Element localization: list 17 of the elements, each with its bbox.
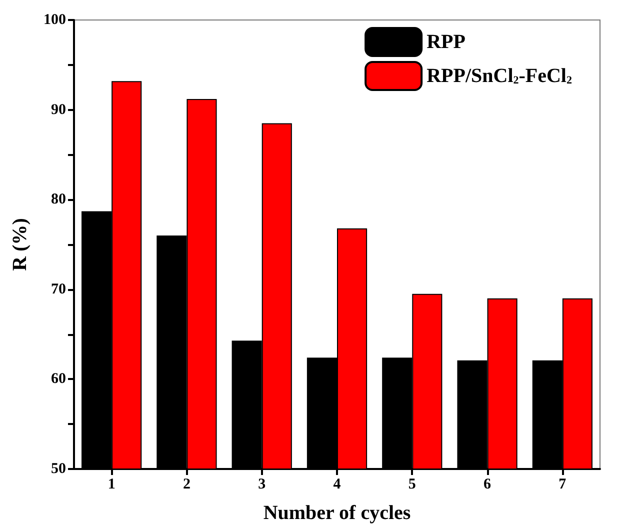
x-tick-label: 1 xyxy=(108,476,116,492)
x-tick-label: 7 xyxy=(558,476,567,492)
y-tick-label: 70 xyxy=(51,281,66,298)
x-tick-label: 4 xyxy=(333,476,342,492)
y-tick-label: 80 xyxy=(51,192,66,208)
y-tick-label: 60 xyxy=(51,371,66,388)
x-axis-title: Number of cycles xyxy=(263,502,411,524)
y-tick-label: 90 xyxy=(51,102,66,118)
legend-label: RPP/SnCl2-FeCl2 xyxy=(426,65,572,87)
y-axis-title: R (%) xyxy=(9,218,31,271)
x-tick-label: 3 xyxy=(258,476,266,492)
y-tick-label: 100 xyxy=(44,12,66,28)
x-tick-label: 6 xyxy=(484,476,492,492)
legend-label: RPP xyxy=(426,31,466,53)
y-tick-label: 50 xyxy=(51,461,66,477)
x-tick-label: 2 xyxy=(182,476,190,492)
x-tick-label: 5 xyxy=(408,476,416,492)
